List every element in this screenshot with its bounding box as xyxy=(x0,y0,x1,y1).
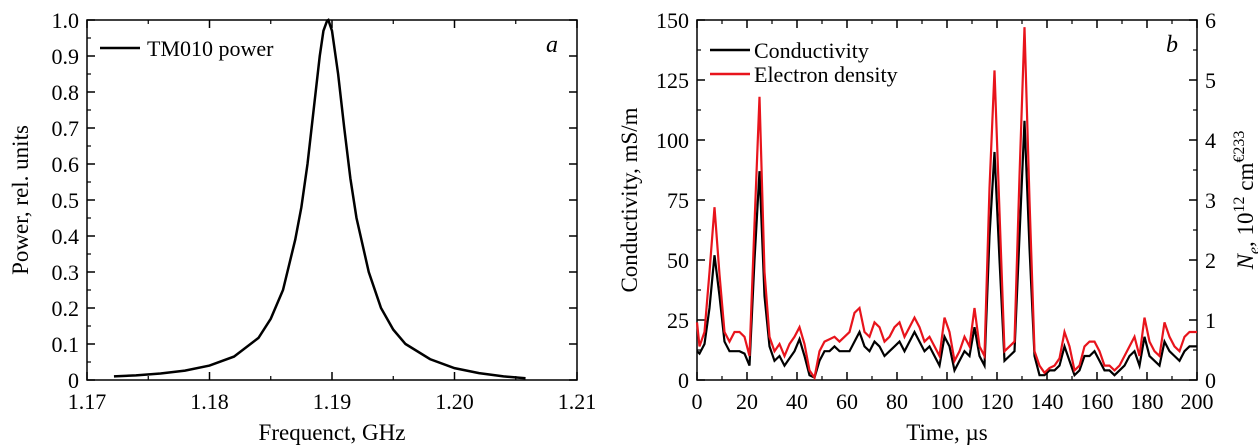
y-tick-label: 50 xyxy=(667,248,689,273)
electron-density-line xyxy=(695,27,1197,381)
x-tick-label: 160 xyxy=(1081,389,1114,414)
x-tick-label: 1.19 xyxy=(313,389,352,414)
x-tick-label: 120 xyxy=(981,389,1014,414)
x-tick-label: 180 xyxy=(1131,389,1164,414)
panel-a-chart: 1.17 1.18 1.19 1.20 1.21 0 0.1 0.2 0.3 0.4 0.5 0.6 0… xyxy=(8,8,596,445)
x-tick-label: 140 xyxy=(1031,389,1064,414)
x-tick-label: 1.21 xyxy=(558,389,597,414)
conductivity-line xyxy=(696,120,1197,380)
y-tick-label: 75 xyxy=(667,188,689,213)
y-tick-label: 100 xyxy=(656,128,689,153)
x-tick-label: 20 xyxy=(736,389,758,414)
panel-a-label: a xyxy=(546,32,558,58)
y2-tick-label: 4 xyxy=(1205,128,1216,153)
x-tick-label: 60 xyxy=(836,389,858,414)
x-tick-label: 40 xyxy=(786,389,808,414)
y-tick-label: 0.9 xyxy=(52,44,80,69)
legend-tm010-label: TM010 power xyxy=(147,36,274,61)
panel-a-y-axis-label: Power, rel. units xyxy=(8,125,33,275)
y-tick-label: 150 xyxy=(656,8,689,33)
y-tick-label: 25 xyxy=(667,308,689,333)
legend-electron-density-label: Electron density xyxy=(754,62,898,87)
y-tick-label: 0.8 xyxy=(52,80,80,105)
x-tick-label: 80 xyxy=(886,389,908,414)
tm010-power-line xyxy=(113,18,526,380)
x-tick-label: 0 xyxy=(692,389,703,414)
y-tick-label: 0.4 xyxy=(52,224,80,249)
y2-tick-label: 6 xyxy=(1205,8,1216,33)
panel-b-ticks: 0 20 40 60 80 100 120 140 160 180 2000255075100125… xyxy=(656,8,1216,414)
panel-a-x-axis-label: Frequenct, GHz xyxy=(259,420,406,445)
y2-tick-label: 5 xyxy=(1205,68,1216,93)
x-tick-label: 1.18 xyxy=(190,389,229,414)
y-tick-label: 0.5 xyxy=(52,188,80,213)
y-tick-label: 0.6 xyxy=(52,152,80,177)
x-tick-label: 200 xyxy=(1181,389,1214,414)
y-tick-label: 1.0 xyxy=(52,8,80,33)
panel-b-y-axis-label: Conductivity, mS/m xyxy=(617,107,642,292)
x-tick-label: 1.17 xyxy=(68,389,107,414)
y2-tick-label: 0 xyxy=(1205,368,1216,393)
panel-b-chart: 0 20 40 60 80 100 120 140 160 180 2000255075100125… xyxy=(617,8,1258,445)
x-tick-label: 100 xyxy=(931,389,964,414)
y2-tick-label: 1 xyxy=(1205,308,1216,333)
panel-a-plot-frame xyxy=(86,19,578,381)
y2-tick-label: 3 xyxy=(1205,188,1216,213)
legend-conductivity-label: Conductivity xyxy=(754,38,869,63)
panel-b-y2-axis-label: Ne, 1012 cm€233 xyxy=(1231,131,1258,271)
y-tick-label: 0 xyxy=(678,368,689,393)
panel-a-ticks: 1.17 1.18 1.19 1.20 1.21 0 0.1 0.2 0.3 0.4 0.5 0.6 0… xyxy=(52,8,597,414)
y-tick-label: 0.1 xyxy=(52,332,80,357)
y2-tick-label: 2 xyxy=(1205,248,1216,273)
y-tick-label: 125 xyxy=(656,68,689,93)
panel-b-label: b xyxy=(1166,32,1178,58)
x-tick-label: 1.20 xyxy=(435,389,474,414)
y-tick-label: 0.7 xyxy=(52,116,80,141)
y-tick-label: 0.3 xyxy=(52,260,80,285)
y-tick-label: 0 xyxy=(68,368,79,393)
panel-b-x-axis-label: Time, µs xyxy=(906,420,987,445)
y-tick-label: 0.2 xyxy=(52,296,80,321)
